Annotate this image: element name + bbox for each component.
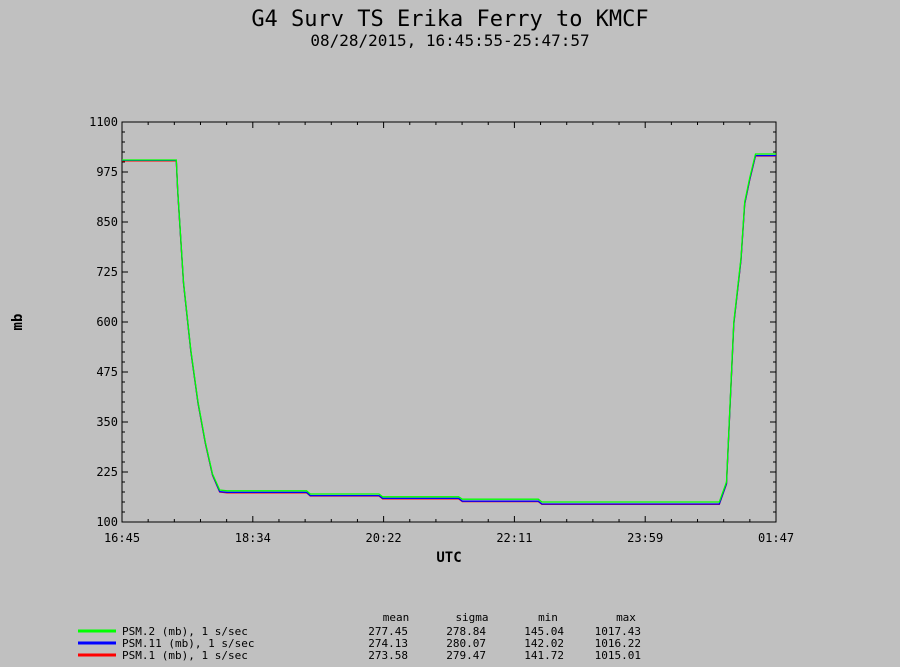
series-layer <box>122 153 776 506</box>
legend-stats-header: mean <box>383 611 410 624</box>
y-tick-label: 975 <box>96 165 118 179</box>
x-tick-label: 20:22 <box>366 531 402 545</box>
legend-stat-value: 280.07 <box>446 637 486 650</box>
x-tick-label: 23:59 <box>627 531 663 545</box>
x-tick-label: 16:45 <box>104 531 140 545</box>
legend-stat-value: 278.84 <box>446 625 486 638</box>
legend-stat-value: 141.72 <box>524 649 564 662</box>
y-tick-label: 350 <box>96 415 118 429</box>
x-tick-label: 01:47 <box>758 531 794 545</box>
legend-stat-value: 1016.22 <box>595 637 641 650</box>
y-tick-label: 225 <box>96 465 118 479</box>
legend-stat-value: 1017.43 <box>595 625 641 638</box>
legend-stat-value: 277.45 <box>368 625 408 638</box>
chart-title: G4 Surv TS Erika Ferry to KMCF <box>251 7 648 32</box>
y-axis-label: mb <box>10 314 26 331</box>
x-axis-label: UTC <box>436 550 461 566</box>
y-tick-label: 725 <box>96 265 118 279</box>
legend-series-name: PSM.1 (mb), 1 s/sec <box>122 649 248 662</box>
y-tick-label: 100 <box>96 515 118 529</box>
y-tick-label: 850 <box>96 215 118 229</box>
legend-stats-header: min <box>538 611 558 624</box>
chart-subtitle: 08/28/2015, 16:45:55-25:47:57 <box>310 31 589 50</box>
y-axis: 100 225 350 475 600 725 850 975 1100 <box>89 115 776 529</box>
x-tick-label: 18:34 <box>235 531 271 545</box>
legend-stat-value: 142.02 <box>524 637 564 650</box>
legend-stats-header: sigma <box>455 611 488 624</box>
y-tick-label: 600 <box>96 315 118 329</box>
y-tick-label: 1100 <box>89 115 118 129</box>
legend-stat-value: 279.47 <box>446 649 486 662</box>
legend-stat-value: 274.13 <box>368 637 408 650</box>
legend-stat-value: 145.04 <box>524 625 564 638</box>
legend-stats-header: max <box>616 611 636 624</box>
legend: mean sigma min max PSM.2 (mb), 1 s/sec 277.45… <box>78 611 641 662</box>
legend-stat-value: 273.58 <box>368 649 408 662</box>
x-axis: 16:45 18:34 20:22 22:11 23:59 01:47 <box>104 122 794 545</box>
legend-series-name: PSM.11 (mb), 1 s/sec <box>122 637 254 650</box>
legend-series-name: PSM.2 (mb), 1 s/sec <box>122 625 248 638</box>
legend-stat-value: 1015.01 <box>595 649 641 662</box>
x-tick-label: 22:11 <box>496 531 532 545</box>
plot-area <box>121 121 777 523</box>
y-tick-label: 475 <box>96 365 118 379</box>
series-line <box>122 153 776 503</box>
